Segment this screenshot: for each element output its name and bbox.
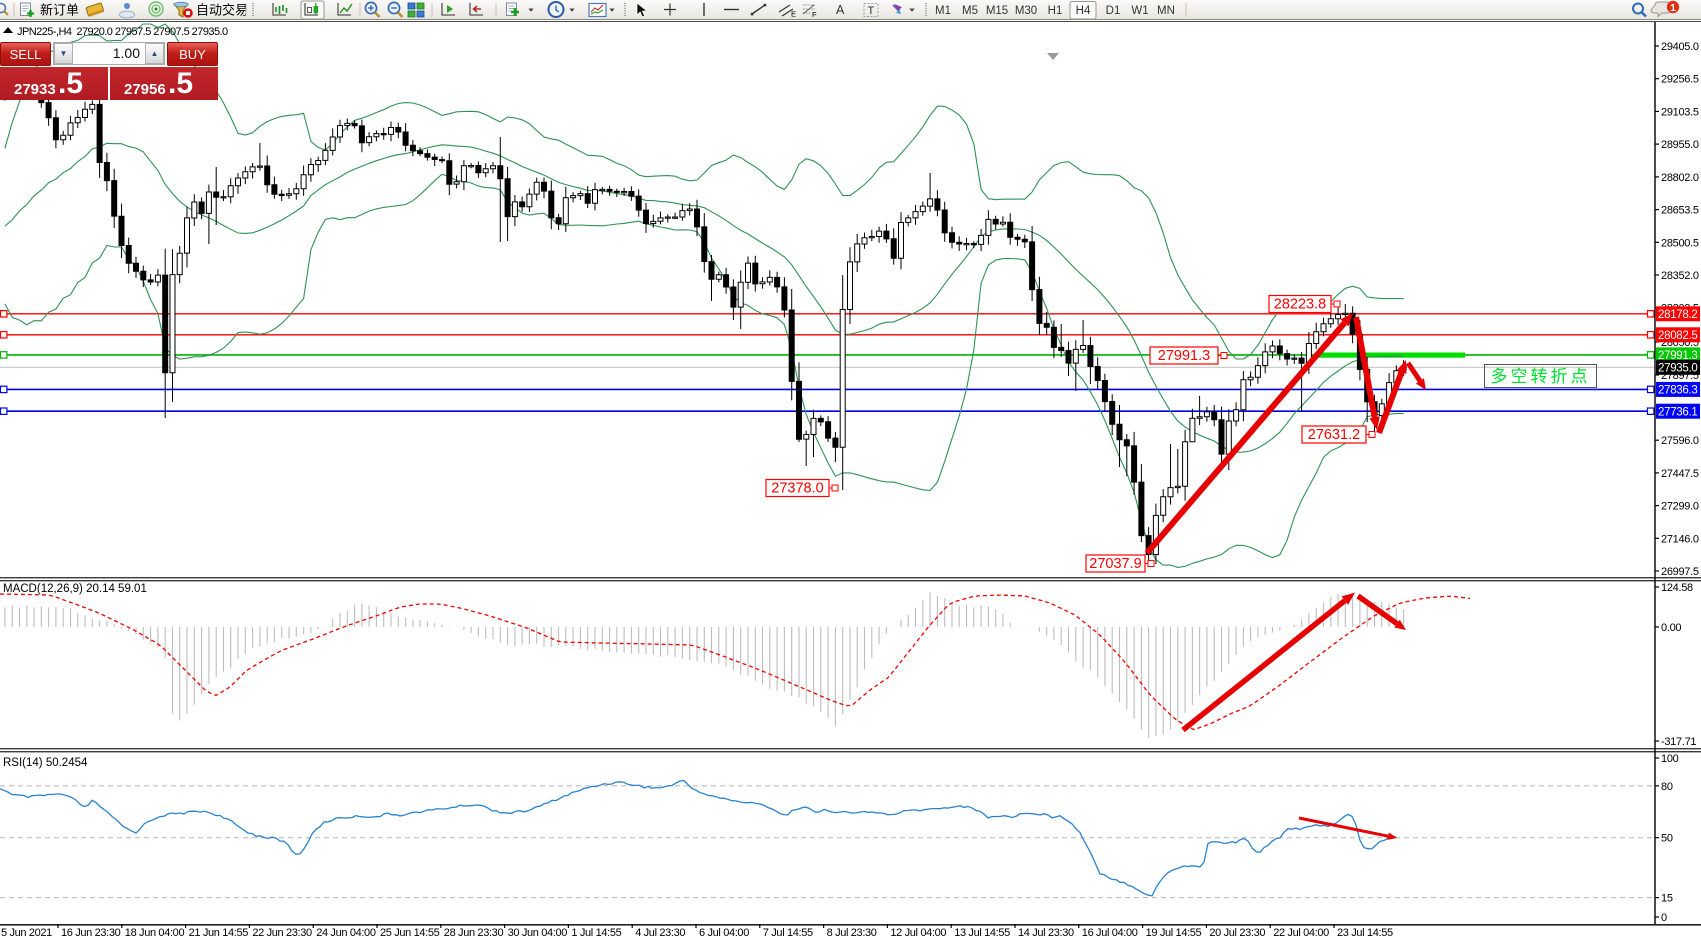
svg-text:T: T <box>868 5 875 17</box>
svg-text:80: 80 <box>1661 781 1673 793</box>
svg-text:13 Jul 14:55: 13 Jul 14:55 <box>954 927 1010 939</box>
svg-text:自动交易: 自动交易 <box>196 3 248 18</box>
svg-text:12 Jul 04:00: 12 Jul 04:00 <box>890 927 946 939</box>
svg-text:27146.0: 27146.0 <box>1661 533 1699 545</box>
svg-text:RSI(14) 50.2454: RSI(14) 50.2454 <box>3 757 88 769</box>
svg-text:27037.9: 27037.9 <box>1089 556 1141 572</box>
svg-text:A: A <box>836 3 845 17</box>
svg-text:50: 50 <box>1661 833 1673 845</box>
svg-text:JPN225-,H4 27920.0 27957.5 27: JPN225-,H4 27920.0 27957.5 27907.5 27935… <box>17 26 228 38</box>
svg-text:27935.0: 27935.0 <box>1658 363 1697 375</box>
svg-text:MACD(12,26,9) 20.14 59.01: MACD(12,26,9) 20.14 59.01 <box>3 583 147 595</box>
svg-text:28223.8: 28223.8 <box>1274 297 1326 313</box>
svg-text:0.00: 0.00 <box>1661 622 1681 634</box>
svg-text:28 Jun 23:30: 28 Jun 23:30 <box>444 927 504 939</box>
svg-text:100: 100 <box>1661 753 1679 765</box>
svg-text:5 Jun 2021: 5 Jun 2021 <box>1 927 52 939</box>
svg-text:28500.5: 28500.5 <box>1661 237 1699 249</box>
svg-text:-317.71: -317.71 <box>1661 736 1696 748</box>
svg-text:22 Jul 04:00: 22 Jul 04:00 <box>1273 927 1329 939</box>
svg-text:1 Jul 14:55: 1 Jul 14:55 <box>571 927 621 939</box>
svg-text:21 Jun 14:55: 21 Jun 14:55 <box>189 927 249 939</box>
svg-text:28802.0: 28802.0 <box>1661 172 1699 184</box>
svg-text:14 Jul 23:30: 14 Jul 23:30 <box>1018 927 1074 939</box>
svg-text:22 Jun 23:30: 22 Jun 23:30 <box>252 927 312 939</box>
svg-text:25 Jun 14:55: 25 Jun 14:55 <box>380 927 440 939</box>
svg-text:19 Jul 14:55: 19 Jul 14:55 <box>1146 927 1202 939</box>
svg-text:7 Jul 14:55: 7 Jul 14:55 <box>763 927 813 939</box>
svg-text:124.58: 124.58 <box>1661 582 1693 594</box>
svg-text:27991.3: 27991.3 <box>1658 350 1697 362</box>
svg-text:28082.5: 28082.5 <box>1658 330 1697 342</box>
svg-text:H4: H4 <box>1076 5 1091 17</box>
svg-text:M30: M30 <box>1015 5 1037 17</box>
svg-text:27736.1: 27736.1 <box>1658 406 1697 418</box>
svg-text:15: 15 <box>1661 893 1673 905</box>
svg-text:27447.5: 27447.5 <box>1661 468 1699 480</box>
svg-text:F: F <box>812 10 817 19</box>
svg-text:20 Jul 23:30: 20 Jul 23:30 <box>1209 927 1265 939</box>
svg-text:29103.5: 29103.5 <box>1661 106 1699 118</box>
svg-text:28653.5: 28653.5 <box>1661 205 1699 217</box>
svg-text:28178.2: 28178.2 <box>1658 309 1697 321</box>
svg-text:29405.0: 29405.0 <box>1661 41 1699 53</box>
svg-text:M15: M15 <box>986 5 1008 17</box>
svg-text:M1: M1 <box>935 5 951 17</box>
svg-text:E: E <box>791 10 796 19</box>
svg-text:27836.3: 27836.3 <box>1658 385 1697 397</box>
svg-text:24 Jun 04:00: 24 Jun 04:00 <box>316 927 376 939</box>
svg-text:4 Jul 23:30: 4 Jul 23:30 <box>635 927 685 939</box>
svg-text:MN: MN <box>1157 5 1175 17</box>
svg-text:27299.0: 27299.0 <box>1661 501 1699 513</box>
svg-text:16 Jun 23:30: 16 Jun 23:30 <box>61 927 121 939</box>
svg-text:23 Jul 14:55: 23 Jul 14:55 <box>1337 927 1393 939</box>
svg-text:26997.5: 26997.5 <box>1661 566 1699 578</box>
svg-text:H1: H1 <box>1048 5 1063 17</box>
svg-text:0: 0 <box>1661 912 1667 924</box>
svg-text:18 Jun 04:00: 18 Jun 04:00 <box>125 927 185 939</box>
svg-text:D1: D1 <box>1106 5 1121 17</box>
svg-text:1: 1 <box>1670 2 1676 14</box>
svg-text:27596.0: 27596.0 <box>1661 435 1699 447</box>
svg-text:新订单: 新订单 <box>40 3 79 18</box>
svg-text:27631.2: 27631.2 <box>1308 427 1360 443</box>
svg-text:6 Jul 04:00: 6 Jul 04:00 <box>699 927 749 939</box>
svg-text:28955.0: 28955.0 <box>1661 139 1699 151</box>
svg-text:29256.5: 29256.5 <box>1661 74 1699 86</box>
svg-text:8 Jul 23:30: 8 Jul 23:30 <box>827 927 877 939</box>
svg-text:W1: W1 <box>1131 5 1148 17</box>
svg-text:M5: M5 <box>962 5 978 17</box>
svg-text:16 Jul 04:00: 16 Jul 04:00 <box>1082 927 1138 939</box>
svg-text:28352.0: 28352.0 <box>1661 270 1699 282</box>
svg-text:27991.3: 27991.3 <box>1158 348 1210 364</box>
svg-text:多空转折点: 多空转折点 <box>1491 367 1591 386</box>
svg-text:27378.0: 27378.0 <box>771 481 823 497</box>
svg-text:30 Jun 04:00: 30 Jun 04:00 <box>508 927 568 939</box>
